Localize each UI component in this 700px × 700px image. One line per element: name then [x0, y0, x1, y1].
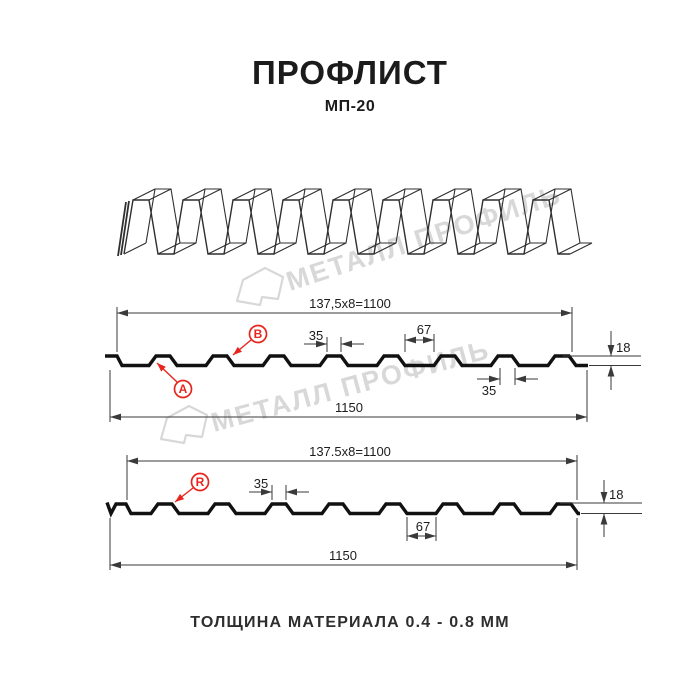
dim-pitch: 137,5x8=1100 [116, 296, 573, 352]
dim-rib-top: 35 [304, 328, 364, 352]
page-title: ПРОФЛИСТ [252, 54, 448, 91]
callout-r: R [174, 472, 210, 503]
perspective-view [117, 188, 593, 257]
profile-outline [105, 501, 580, 518]
dim-rib-lower: 35 [477, 368, 538, 398]
dim-rib-lower-value: 35 [482, 383, 496, 398]
dim-valley: 67 [404, 322, 435, 352]
dim-overall: 1150 [109, 518, 578, 570]
cross-section-1: 137,5x8=1100 35 67 [105, 296, 641, 422]
dim-pitch-value: 137.5x8=1100 [309, 444, 391, 459]
dim-valley-value: 67 [417, 322, 431, 337]
dim-height-value: 18 [609, 487, 623, 502]
dim-height: 18 [560, 480, 642, 537]
dim-rib-top: 35 [249, 476, 309, 500]
dim-valley: 67 [406, 517, 437, 541]
dim-height: 18 [563, 331, 641, 390]
dim-valley-value: 67 [416, 519, 430, 534]
dim-overall-value: 1150 [329, 548, 357, 563]
callout-a-letter: A [179, 382, 188, 396]
callout-a: A [156, 362, 193, 399]
metal-profil-logo-icon [235, 266, 285, 307]
callout-r-circle [190, 472, 210, 492]
dim-overall-value: 1150 [335, 400, 363, 415]
dim-rib-top-value: 35 [254, 476, 268, 491]
dim-overall: 1150 [109, 370, 588, 422]
metal-profil-logo-icon [159, 404, 209, 445]
cross-section-2: 137.5x8=1100 35 18 [105, 444, 642, 570]
dim-pitch-value: 137,5x8=1100 [309, 296, 391, 311]
callout-a-circle [173, 379, 193, 399]
dim-rib-top-value: 35 [309, 328, 323, 343]
callout-b-letter: B [254, 327, 263, 341]
dim-height-value: 18 [616, 340, 630, 355]
material-thickness-note: ТОЛЩИНА МАТЕРИАЛА 0.4 - 0.8 ММ [190, 614, 510, 631]
callout-b-circle [248, 324, 268, 344]
callout-r-letter: R [196, 475, 205, 489]
dim-pitch: 137.5x8=1100 [126, 444, 578, 500]
callout-b: B [232, 324, 268, 356]
profile-outline [105, 354, 588, 368]
profile-model: МП-20 [324, 98, 376, 115]
watermark-text: МЕТАЛЛ ПРОФИЛЬ [208, 334, 493, 437]
